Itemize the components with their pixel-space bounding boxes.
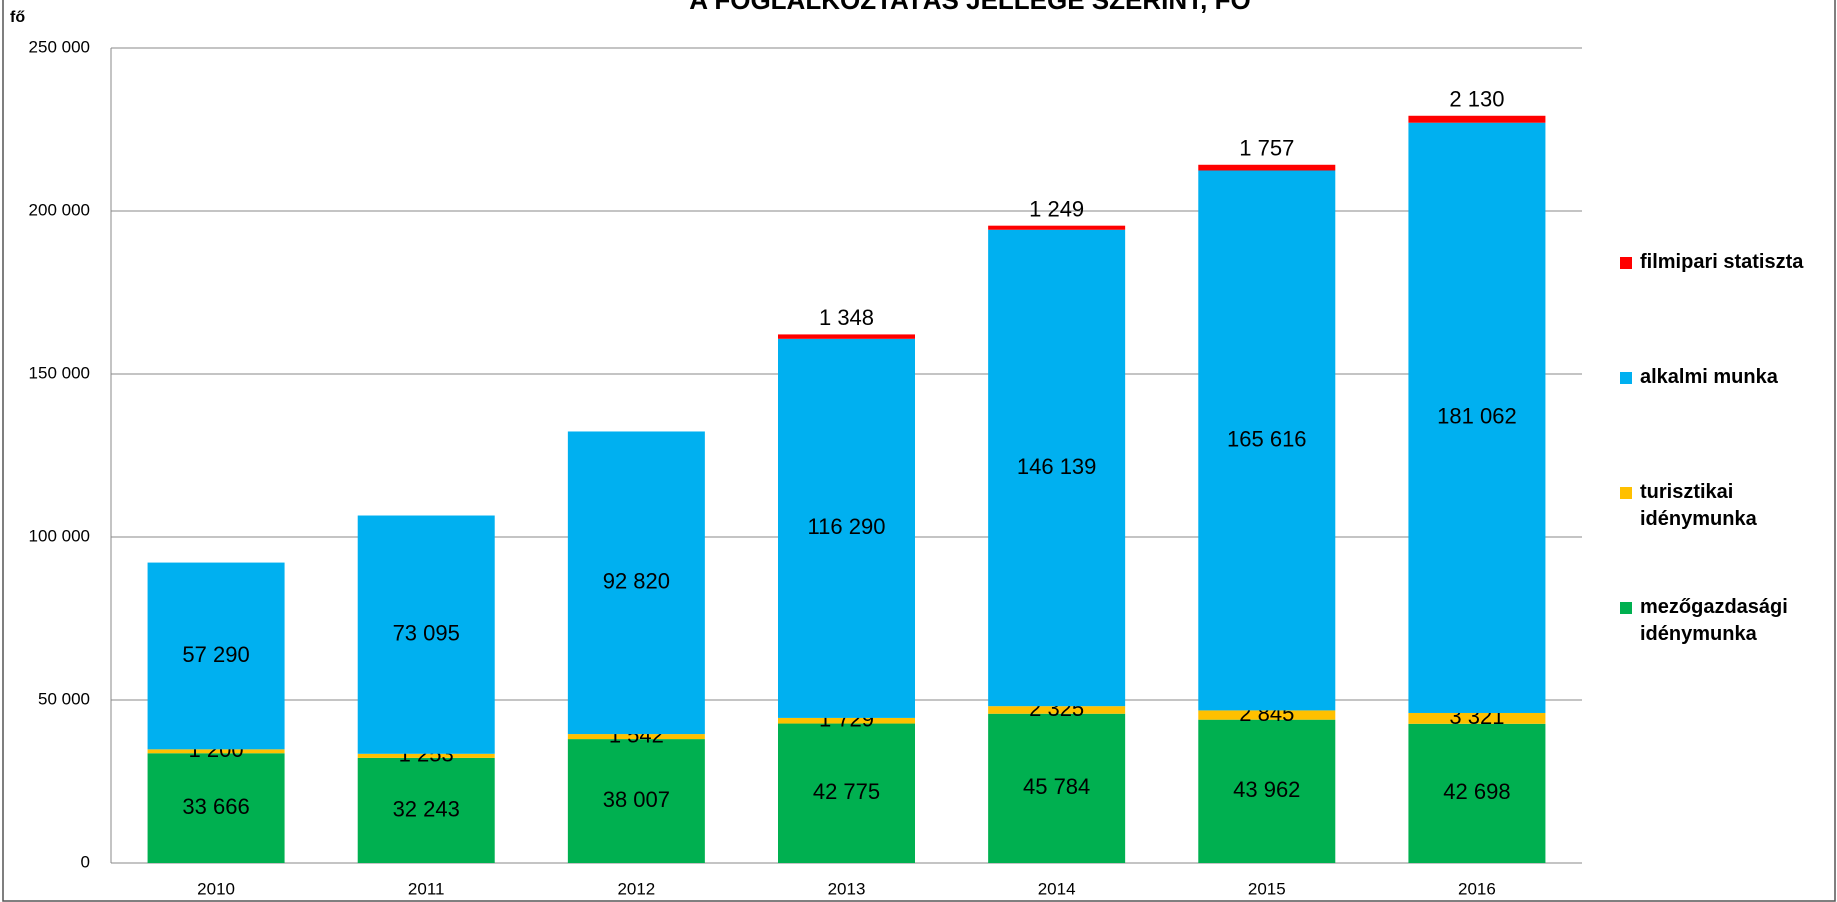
bar-segment xyxy=(988,713,1126,863)
bar-segment xyxy=(778,717,915,724)
legend-label: turisztikai idénymunka xyxy=(1640,481,1757,530)
data-label: 73 095 xyxy=(393,620,460,645)
bar-segment xyxy=(1408,723,1546,863)
bar-segment xyxy=(1198,710,1336,720)
bar-segment xyxy=(567,739,705,863)
data-label: 45 784 xyxy=(1023,774,1090,799)
data-label: 165 616 xyxy=(1227,426,1307,451)
bar-segment xyxy=(567,431,705,735)
bar-segment xyxy=(147,749,285,754)
bar-segment xyxy=(357,757,495,863)
bar-segment xyxy=(1198,170,1336,711)
x-tick-label: 2013 xyxy=(828,879,866,898)
data-label: 42 775 xyxy=(813,779,880,804)
legend-item: mezőgazdasági idénymunka xyxy=(1620,594,1825,648)
data-label: 116 290 xyxy=(808,514,886,539)
bar-segment xyxy=(1198,719,1336,863)
data-label: 1 757 xyxy=(1239,136,1294,161)
bar-segment xyxy=(147,753,285,863)
data-label: 38 007 xyxy=(603,787,670,812)
bar-segment xyxy=(988,706,1126,714)
legend-swatch xyxy=(1620,372,1632,384)
x-tick-label: 2011 xyxy=(408,879,445,898)
data-label: 43 962 xyxy=(1233,777,1300,802)
data-label: 42 698 xyxy=(1443,779,1510,804)
legend-item: filmipari statiszta xyxy=(1620,249,1825,276)
bar-segment xyxy=(778,334,915,339)
x-tick-label: 2016 xyxy=(1458,879,1496,898)
data-label: 1 249 xyxy=(1029,196,1084,221)
y-tick-label: 100 000 xyxy=(29,526,90,545)
bar-segment xyxy=(778,338,915,718)
legend-label: mezőgazdasági idénymunka xyxy=(1640,596,1788,645)
bar-segment xyxy=(147,562,285,750)
x-tick-label: 2015 xyxy=(1248,879,1286,898)
bar-segment xyxy=(567,734,705,740)
bar-segment xyxy=(988,229,1126,707)
legend-item: turisztikai idénymunka xyxy=(1620,479,1825,533)
bar-segment xyxy=(357,753,495,758)
legend-item: alkalmi munka xyxy=(1620,364,1825,391)
y-tick-label: 0 xyxy=(81,852,90,871)
chart-title: A FOGLALKOZTATÁS JELLEGE SZERINT, FŐ xyxy=(689,0,1250,15)
data-label: 92 820 xyxy=(603,569,670,594)
y-tick-label: 200 000 xyxy=(29,200,90,219)
legend-label: filmipari statiszta xyxy=(1640,251,1804,273)
bar-segment xyxy=(1408,115,1546,123)
x-tick-label: 2012 xyxy=(617,879,655,898)
x-tick-label: 2010 xyxy=(197,879,235,898)
y-tick-label: 150 000 xyxy=(29,363,90,382)
bar-segment xyxy=(1198,164,1336,171)
y-tick-label: 250 000 xyxy=(29,37,90,56)
x-tick-label: 2014 xyxy=(1038,879,1076,898)
bar-segment xyxy=(988,225,1126,230)
data-label: 32 243 xyxy=(393,796,460,821)
y-tick-label: 50 000 xyxy=(38,689,90,708)
bar-segment xyxy=(1408,122,1546,713)
bar-segment xyxy=(357,515,495,754)
bar-segment xyxy=(778,723,915,863)
data-label: 181 062 xyxy=(1437,404,1517,429)
legend-label: alkalmi munka xyxy=(1640,366,1778,388)
data-label: 146 139 xyxy=(1017,454,1097,479)
y-axis-label: fő xyxy=(10,9,25,26)
legend-swatch xyxy=(1620,602,1632,614)
data-label: 33 666 xyxy=(182,794,249,819)
data-label: 2 130 xyxy=(1449,87,1504,112)
bar-segment xyxy=(1408,712,1546,724)
data-label: 1 348 xyxy=(819,305,874,330)
legend-swatch xyxy=(1620,487,1632,499)
legend-swatch xyxy=(1620,257,1632,269)
data-label: 57 290 xyxy=(182,642,249,667)
